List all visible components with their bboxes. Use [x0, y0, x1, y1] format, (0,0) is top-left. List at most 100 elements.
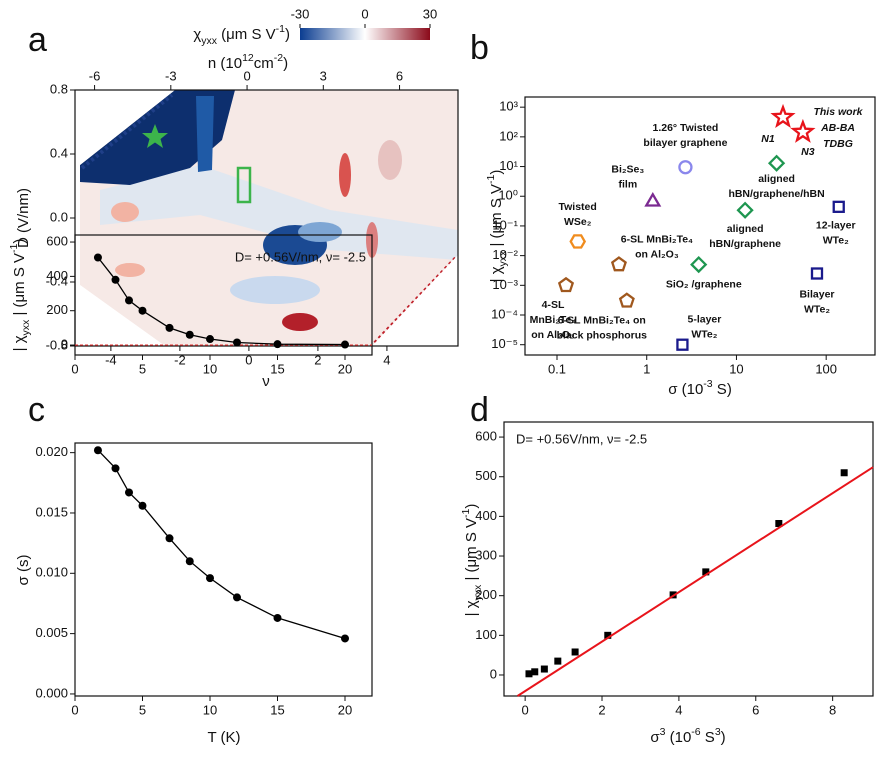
x-tick-label: 15: [270, 361, 284, 376]
panel-letter: a: [28, 21, 47, 59]
y-tick-label: 10¹: [499, 158, 518, 173]
label-part: -1: [485, 174, 497, 183]
label-part: S): [713, 381, 732, 398]
annotation: D= +0.56V/nm, ν= -2.5: [235, 249, 366, 264]
point-label: on Al₂O₃: [531, 329, 575, 341]
panel-letter: b: [470, 29, 489, 67]
data-point: [206, 335, 214, 344]
label-part: yxx: [20, 319, 32, 336]
label-part: n (10: [208, 55, 242, 72]
x-tick-label: 10: [203, 361, 217, 376]
label-part: ): [285, 26, 290, 43]
point-label: 1.26° Twisted: [652, 122, 718, 134]
heatmap-blob: [378, 140, 402, 180]
heatmap-edge: [80, 93, 174, 170]
y-tick-label: 0.4: [50, 145, 68, 160]
heatmap-blob: [282, 313, 318, 331]
y-tick-label: 100: [475, 627, 497, 642]
x-tick-label: 0: [71, 702, 78, 717]
marker: [610, 256, 627, 272]
marker: [618, 292, 635, 308]
y-tick-label: 400: [46, 268, 68, 283]
heatmap-blob: [339, 153, 351, 197]
annotation: This work: [813, 106, 863, 118]
panel-letter: d: [470, 391, 489, 429]
point-label: 6-SL MnBi₂Te₄: [621, 233, 693, 245]
x-tick-label: 0: [245, 352, 252, 367]
data-point: [554, 657, 562, 665]
data-line: [97, 449, 346, 640]
label-part: -6: [691, 726, 700, 738]
x2-tick-label: 6: [396, 68, 403, 83]
marker: [690, 255, 708, 274]
label-part: χ: [193, 26, 201, 43]
label-part: σ (10: [668, 381, 703, 398]
x-tick-label: -2: [174, 352, 186, 367]
y-tick-label: 10⁻¹: [492, 217, 518, 232]
label-part: yxx: [472, 584, 484, 601]
x-tick-label: 0: [71, 361, 78, 376]
label-part: ): [11, 239, 28, 244]
y-axis-label: D (V/nm): [15, 188, 32, 248]
label-part: S: [701, 729, 715, 746]
point-label: 6-SL MnBi₂Te₄ on: [558, 315, 646, 327]
point-label: WSe₂: [564, 216, 592, 228]
y-tick-label: 600: [475, 429, 497, 444]
x-tick-label: 10: [729, 361, 743, 376]
plot-frame: [503, 421, 874, 697]
point-label: N1: [761, 133, 775, 145]
x2-tick-label: -3: [165, 68, 177, 83]
y-axis-label: | χyxx | (μm S V-1): [8, 239, 32, 352]
label-part: | χ: [463, 600, 480, 616]
region-marker: [236, 166, 252, 204]
fit-line: [516, 466, 874, 697]
data-point: [111, 464, 120, 473]
x-tick-label: 4: [383, 352, 390, 367]
data-point: [111, 275, 120, 284]
point-label: 5-layer: [687, 313, 721, 325]
y-axis-label: σ (s): [15, 555, 32, 586]
data-point: [165, 323, 174, 332]
heatmap-image: [80, 90, 458, 346]
annotation: TDBG: [823, 138, 853, 150]
label-part: | χ: [11, 335, 28, 351]
x-tick-label: 5: [139, 361, 146, 376]
data-point: [125, 488, 133, 497]
data-point: [341, 340, 349, 349]
point-label: Bi₂Se₃: [611, 164, 644, 176]
y-tick-label: 0.005: [35, 625, 68, 640]
data-point: [341, 634, 349, 643]
star-marker: [142, 124, 168, 148]
point-label: 12-layer: [816, 220, 856, 232]
data-point: [185, 557, 194, 566]
y-tick-label: -0.8: [46, 337, 68, 352]
data-point: [185, 330, 194, 339]
point-label: film: [619, 179, 638, 191]
label-part: -3: [703, 378, 712, 390]
marker: [569, 234, 587, 249]
x-tick-label: 100: [815, 361, 837, 376]
data-point: [125, 296, 133, 305]
x-axis-label: σ3 (10-6 S3): [650, 726, 725, 746]
data-point: [138, 501, 147, 510]
label-part: -1: [276, 23, 285, 35]
y-tick-label: 10³: [499, 99, 518, 114]
label-part: ): [463, 504, 480, 509]
x2-tick-label: 0: [243, 68, 250, 83]
colorbar-tick-label: 30: [423, 6, 437, 21]
x-tick-label: 0: [522, 702, 529, 717]
x-tick-label: 10: [203, 702, 217, 717]
label-part: | (μm S V: [11, 253, 28, 320]
y-tick-label: 0.015: [35, 504, 68, 519]
colorbar-tick-label: 0: [361, 6, 368, 21]
y-tick-label: 600: [46, 233, 68, 248]
label-part: | (μm S V: [463, 518, 480, 585]
x-tick-label: 6: [752, 702, 759, 717]
x2-axis-label: n (1012cm-2): [208, 52, 288, 72]
point-label: black phosphorus: [557, 330, 648, 342]
y-tick-label: 200: [46, 302, 68, 317]
label-part: σ: [650, 729, 660, 746]
y-axis-label: | χyxx | (μm S V-1): [460, 504, 484, 617]
colorbar: [300, 28, 430, 40]
y-tick-label: 0.8: [50, 81, 68, 96]
